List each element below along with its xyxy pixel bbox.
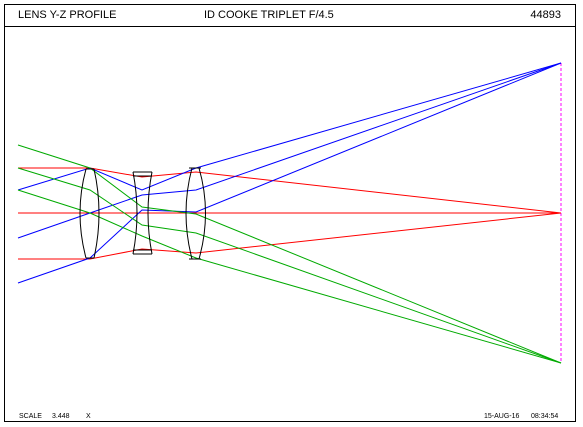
field-ray-2-bottom	[17, 189, 562, 364]
plot-title: LENS Y-Z PROFILE	[18, 9, 117, 21]
plot-frame	[4, 4, 576, 422]
plot-time: 08:34:54	[531, 413, 559, 420]
field-ray-2-top	[17, 144, 562, 364]
plot-date: 15-AUG-16	[484, 413, 520, 420]
field-ray-1-chief	[17, 62, 562, 239]
lens-element-1	[79, 168, 100, 259]
lens-element-2	[132, 171, 153, 255]
field-ray-1-bottom	[17, 62, 562, 284]
scale-unit: X	[86, 413, 91, 420]
field-ray-bundle-1	[17, 62, 562, 284]
scale-value: 3.448	[52, 413, 70, 420]
marginal-ray-top	[18, 167, 562, 214]
field-ray-1-top	[17, 62, 562, 191]
field-ray-bundle-2	[17, 144, 562, 364]
field-ray-2-chief	[17, 167, 562, 364]
header-divider	[4, 26, 576, 27]
lens-name: ID COOKE TRIPLET F/4.5	[204, 9, 334, 21]
lens-element-3	[185, 167, 206, 260]
axial-ray-bundle	[18, 167, 562, 260]
scale-label: SCALE	[19, 413, 42, 420]
lens-id: 44893	[530, 9, 561, 21]
marginal-ray-bottom	[18, 212, 562, 260]
lens-elements	[79, 167, 206, 260]
